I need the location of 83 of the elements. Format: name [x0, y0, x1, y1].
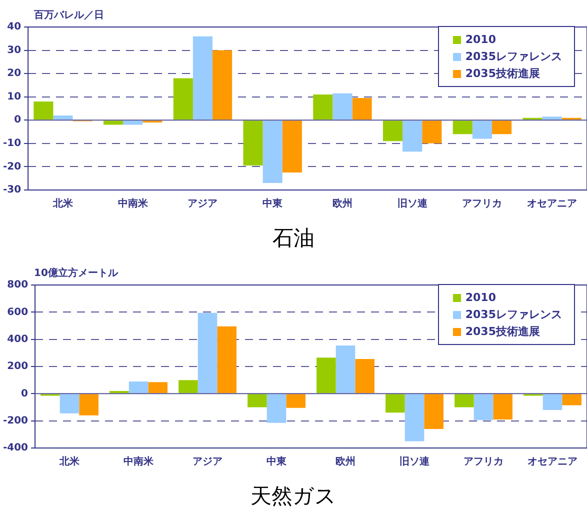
bar	[454, 394, 474, 408]
bar	[562, 394, 582, 406]
y-tick-label: 10	[7, 91, 22, 102]
bar	[286, 394, 306, 408]
bar	[53, 115, 73, 120]
y-tick-label: 40	[7, 22, 22, 33]
y-tick-label: 0	[14, 114, 22, 126]
bar	[192, 36, 213, 120]
legend-label: 2035技術進展	[465, 324, 540, 339]
bar	[422, 120, 442, 144]
text: 天然ガス	[250, 483, 338, 510]
y-axis-title: 百万バレル／日	[34, 9, 104, 22]
bar	[123, 120, 143, 125]
bar	[262, 120, 282, 184]
y-tick-label: 600	[7, 306, 28, 318]
x-tick-label: アジア	[188, 198, 218, 210]
bar	[542, 394, 562, 410]
bar	[198, 312, 218, 394]
y-tick-label: -10	[2, 138, 22, 150]
bar	[217, 326, 236, 394]
bar	[386, 394, 405, 413]
bar	[493, 394, 512, 420]
bar	[60, 394, 80, 414]
x-tick-label: 北米	[52, 198, 74, 210]
x-tick-label: 欧州	[336, 456, 356, 468]
bar	[404, 394, 424, 442]
bar	[282, 120, 302, 173]
x-tick-label: 中南米	[124, 456, 155, 468]
x-tick-label: オセアニア	[527, 198, 578, 210]
bar	[472, 120, 492, 139]
bar	[316, 358, 336, 394]
bar	[248, 394, 267, 408]
y-axis-title: 10億立方メートル	[34, 266, 118, 280]
bar	[352, 98, 372, 120]
y-tick-label: -200	[2, 415, 28, 426]
x-tick-label: オセアニア	[528, 456, 578, 468]
x-tick-label: 北米	[58, 456, 81, 468]
legend-label: 2010	[465, 291, 496, 304]
bar	[110, 390, 129, 394]
x-tick-label: アフリカ	[462, 198, 502, 210]
bar	[382, 120, 403, 142]
bar	[212, 50, 232, 120]
bar	[424, 394, 444, 429]
bar	[104, 120, 124, 125]
y-tick-label: 800	[7, 280, 28, 291]
x-tick-label: 旧ソ連	[400, 456, 431, 468]
bar	[355, 359, 374, 394]
bar	[243, 120, 263, 166]
x-tick-label: 中東	[262, 198, 284, 210]
legend-label: 2035レファレンス	[465, 307, 562, 322]
bar	[474, 394, 494, 420]
x-tick-label: 中南米	[118, 198, 149, 210]
bar	[313, 94, 333, 120]
y-tick-label: -30	[2, 184, 22, 196]
bar	[128, 381, 148, 394]
bar	[173, 78, 193, 120]
bar	[178, 380, 198, 394]
y-tick-label: 0	[21, 388, 28, 400]
bar	[266, 394, 286, 423]
legend-label: 2010	[465, 33, 496, 46]
bar	[148, 382, 168, 394]
legend-label: 2035レファレンス	[465, 49, 562, 64]
y-tick-label: 400	[7, 334, 28, 345]
bar	[79, 394, 98, 416]
bar	[332, 93, 352, 120]
bar	[492, 120, 512, 134]
bar	[542, 116, 562, 120]
x-tick-label: 中東	[266, 456, 288, 468]
x-tick-label: 旧ソ連	[397, 198, 428, 210]
x-tick-label: アフリカ	[464, 456, 504, 468]
x-tick-label: 欧州	[332, 198, 352, 210]
text: 石油	[272, 225, 316, 252]
y-tick-label: 20	[7, 68, 22, 80]
y-tick-label: -400	[2, 442, 28, 454]
bar	[452, 120, 472, 134]
bar	[336, 345, 356, 394]
y-tick-label: 200	[7, 361, 28, 372]
bar	[34, 102, 54, 120]
bar	[402, 120, 422, 152]
x-tick-label: アジア	[192, 456, 223, 468]
y-tick-label: 30	[7, 44, 22, 56]
legend-label: 2035技術進展	[465, 66, 540, 81]
y-tick-label: -20	[2, 161, 22, 172]
